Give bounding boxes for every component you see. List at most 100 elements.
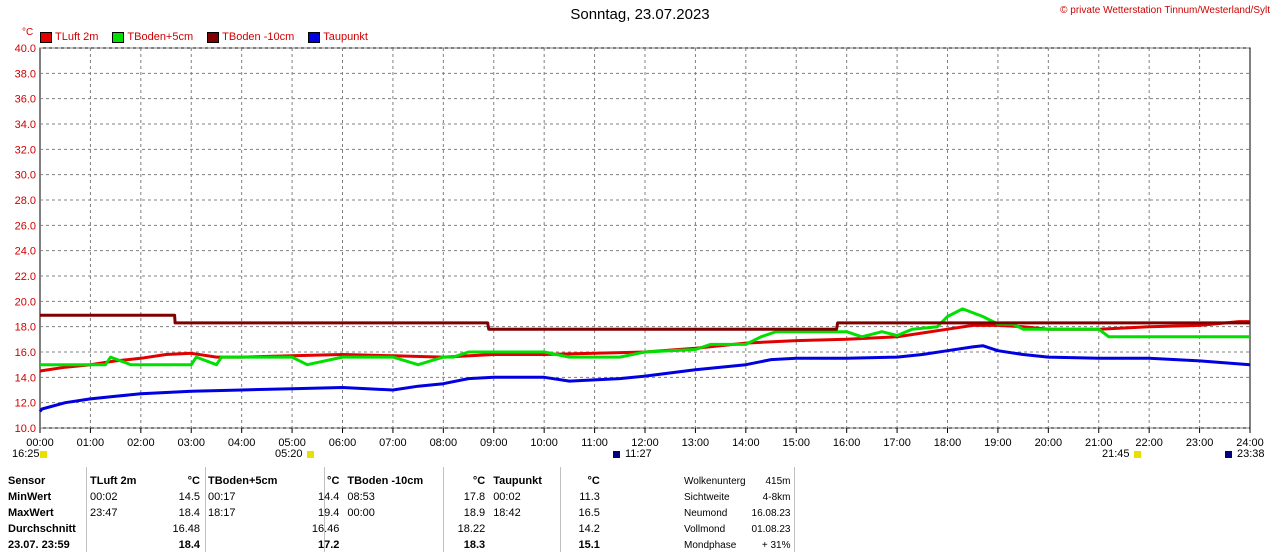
stats-cell: 14.2 (578, 523, 600, 535)
x-tick-label: 13:00 (682, 437, 710, 449)
legend-item-tluft: TLuft 2m (40, 31, 98, 43)
legend-swatch-tboden10 (207, 31, 220, 43)
y-tick-label: 32.0 (15, 144, 36, 156)
x-tick-label: 09:00 (480, 437, 508, 449)
legend-item-tboden5: TBoden+5cm (112, 31, 193, 43)
sunrise-marker (40, 451, 47, 458)
stats-table: Sensor TLuft 2m °C TBoden+5cm °C TBoden … (4, 473, 604, 553)
stats-header-row: Sensor TLuft 2m °C TBoden+5cm °C TBoden … (4, 473, 604, 489)
legend-item-taupunkt: Taupunkt (308, 31, 368, 43)
info-label: Vollmond (684, 523, 726, 535)
stats-cell: 18.4 (178, 539, 200, 551)
stats-header-tboden5: TBoden+5cm (208, 475, 278, 487)
event-time-label: 11:27 (625, 448, 652, 460)
stats-cell: 18:42 (493, 507, 521, 519)
event-time-label: 05:20 (275, 448, 303, 460)
stats-cell (489, 537, 546, 553)
y-tick-label: 36.0 (15, 94, 36, 106)
info-value: + 31% (761, 539, 791, 551)
stats-cell (204, 537, 281, 553)
y-tick-label: 30.0 (15, 170, 36, 182)
x-tick-label: 21:00 (1085, 437, 1113, 449)
stats-row-label: MaxWert (8, 507, 54, 519)
x-tick-label: 11:00 (581, 437, 608, 449)
stats-header-tluft: TLuft 2m (90, 475, 137, 487)
sunset-marker (1134, 451, 1141, 458)
info-label: Wolkenunterg (684, 475, 746, 487)
x-tick-label: 24:00 (1236, 437, 1264, 449)
y-tick-label: 38.0 (15, 68, 36, 80)
stats-header-unit: °C (327, 475, 340, 487)
x-tick-label: 20:00 (1035, 437, 1063, 449)
moonset-marker (1225, 451, 1232, 458)
info-panel: Wolkenunterg 415m Sichtweite 4-8km Neumo… (681, 473, 793, 553)
legend-label-tboden5: TBoden+5cm (127, 31, 194, 43)
stats-cell: 00:02 (493, 491, 521, 503)
stats-cell (343, 521, 427, 537)
x-tick-label: 22:00 (1135, 437, 1163, 449)
x-tick-label: 02:00 (127, 437, 155, 449)
y-tick-label: 24.0 (15, 246, 36, 258)
x-tick-label: 12:00 (631, 437, 659, 449)
legend-swatch-taupunkt (308, 31, 321, 43)
event-time-label: 23:38 (1237, 448, 1265, 460)
stats-divider (324, 467, 325, 552)
x-tick-label: 00:00 (26, 437, 54, 449)
x-tick-label: 17:00 (883, 437, 911, 449)
x-tick-label: 03:00 (177, 437, 205, 449)
stats-cell: 00:17 (208, 491, 236, 503)
stats-header-tboden10: TBoden -10cm (347, 475, 424, 487)
stats-row-current: 23.07. 23:59 18.4 17.2 18.3 15.1 (4, 537, 604, 553)
stats-cell (343, 537, 427, 553)
stats-cell (489, 521, 546, 537)
stats-cell: 14.5 (178, 491, 200, 503)
x-tick-label: 23:00 (1186, 437, 1214, 449)
info-value: 4-8km (762, 491, 791, 503)
x-tick-label: 05:00 (278, 437, 306, 449)
moon-transit-marker (613, 451, 620, 458)
chart-legend: TLuft 2m TBoden+5cm TBoden -10cm Taupunk… (40, 31, 368, 43)
x-tick-label: 07:00 (379, 437, 407, 449)
legend-label-tluft: TLuft 2m (55, 31, 99, 43)
x-tick-label: 18:00 (934, 437, 962, 449)
stats-header-sensor: Sensor (8, 475, 46, 487)
info-divider (794, 467, 795, 552)
stats-cell: 18.4 (178, 507, 200, 519)
stats-cell (86, 537, 142, 553)
stats-cell: 18.22 (457, 523, 486, 535)
x-tick-label: 04:00 (228, 437, 256, 449)
stats-divider (443, 467, 444, 552)
stats-header-unit: °C (187, 475, 200, 487)
x-tick-label: 08:00 (430, 437, 458, 449)
stats-cell: 00:00 (347, 507, 375, 519)
y-tick-label: 28.0 (15, 195, 36, 207)
info-row: Mondphase + 31% (681, 537, 793, 553)
stats-cell: 16.48 (172, 523, 200, 535)
x-tick-label: 14:00 (732, 437, 760, 449)
plot-area (39, 47, 1251, 429)
stats-row-label: MinWert (8, 491, 52, 503)
stats-cell: 16.46 (311, 523, 340, 535)
stats-row-label: Durchschnitt (8, 523, 76, 535)
y-tick-label: 22.0 (15, 271, 36, 283)
info-row: Neumond 16.08.23 (681, 505, 793, 521)
stats-cell (204, 521, 281, 537)
y-tick-label: 40.0 (15, 43, 36, 55)
info-row: Sichtweite 4-8km (681, 489, 793, 505)
event-time-label: 21:45 (1102, 448, 1130, 460)
stats-cell: 23:47 (90, 507, 118, 519)
x-tick-label: 15:00 (782, 437, 810, 449)
page-title: Sonntag, 23.07.2023 (570, 6, 710, 23)
stats-header-unit: °C (472, 475, 486, 487)
info-label: Sichtweite (684, 491, 730, 503)
stats-cell: 16.5 (578, 507, 600, 519)
stats-cell: 18:17 (208, 507, 236, 519)
temperature-chart: 10.0 12.0 14.0 16.0 18.0 20.0 22.0 24.0 26.0 28.0… (12, 43, 1265, 460)
stats-cell: 17.8 (463, 491, 486, 503)
stats-cell: 11.3 (579, 491, 600, 503)
y-tick-label: 12.0 (15, 398, 36, 410)
stats-row-avg: Durchschnitt 16.48 16.46 18.22 14.2 (4, 521, 604, 537)
y-tick-label: 18.0 (15, 322, 36, 334)
info-value: 415m (765, 475, 791, 487)
stats-cell: 18.3 (463, 539, 486, 551)
